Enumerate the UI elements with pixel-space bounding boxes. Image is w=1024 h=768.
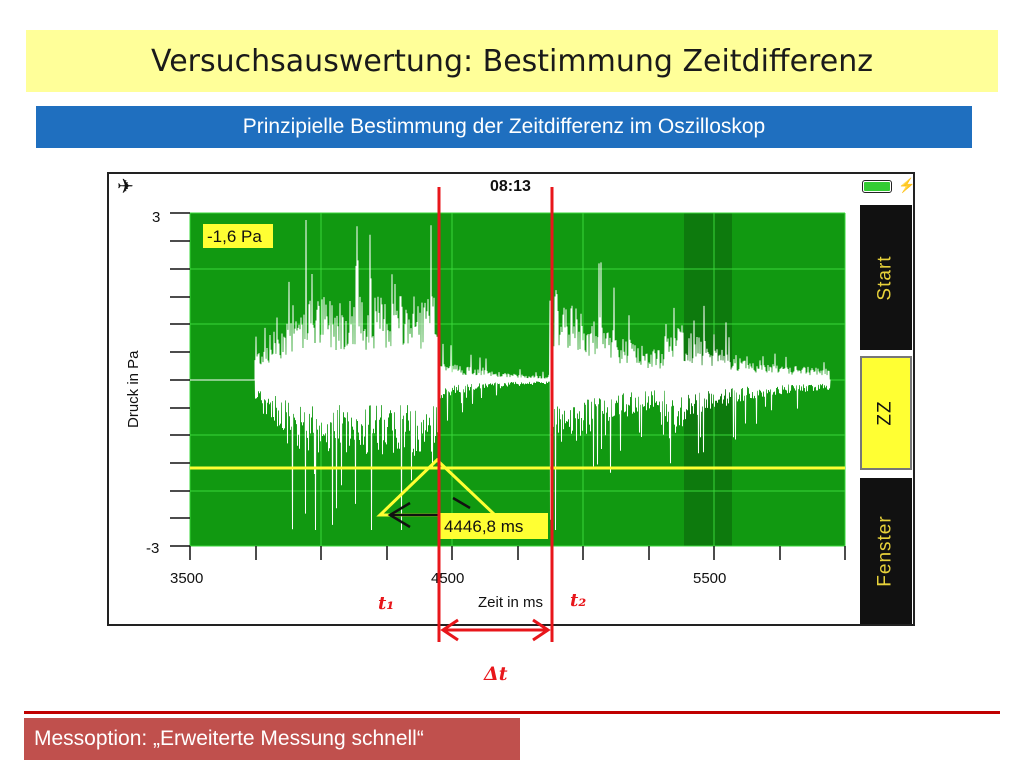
footer-box: Messoption: „Erweiterte Messung schnell“ <box>24 718 520 760</box>
start-button[interactable]: Start <box>860 205 912 350</box>
x-tick-label: 4500 <box>431 570 464 587</box>
zz-button-label: ZZ <box>875 400 896 426</box>
battery-icon <box>862 180 892 193</box>
delta-readout-box <box>440 513 548 539</box>
status-time: 08:13 <box>490 178 531 195</box>
y-tick-label: -3 <box>146 540 159 557</box>
footer-text: Messoption: „Erweiterte Messung schnell“ <box>34 727 424 750</box>
y-tick-marks <box>170 212 190 547</box>
x-tick-label: 3500 <box>170 570 203 587</box>
charging-icon: ⚡ <box>898 177 916 193</box>
slide-title: Versuchsauswertung: Bestimmung Zeitdiffe… <box>151 43 873 79</box>
t2-label: t₂ <box>570 590 586 611</box>
start-button-label: Start <box>875 254 896 301</box>
cursor-value-box <box>203 224 273 248</box>
y-axis-label: Druck in Pa <box>125 350 142 428</box>
slide-title-bar: Versuchsauswertung: Bestimmung Zeitdiffe… <box>26 30 998 92</box>
x-tick-label: 5500 <box>693 570 726 587</box>
fenster-button-label: Fenster <box>875 515 897 587</box>
subtitle-bar: Prinzipielle Bestimmung der Zeitdifferen… <box>36 106 972 148</box>
delta-readout: 4446,8 ms <box>444 517 523 536</box>
zz-button[interactable]: ZZ <box>860 356 912 470</box>
airplane-icon: ✈ <box>117 176 134 198</box>
fenster-button[interactable]: Fenster <box>860 478 912 624</box>
x-tick-marks <box>189 546 846 560</box>
subtitle: Prinzipielle Bestimmung der Zeitdifferen… <box>242 115 766 138</box>
delta-t-arrow <box>440 618 551 642</box>
t1-label: t₁ <box>378 593 394 614</box>
cursor-value: -1,6 Pa <box>207 227 262 246</box>
y-tick-label: 3 <box>152 209 160 226</box>
delta-t-label: Δt <box>483 663 508 685</box>
x-axis-label: Zeit in ms <box>478 594 543 611</box>
footer-divider <box>24 711 1000 714</box>
pressure-waveform <box>190 219 831 531</box>
